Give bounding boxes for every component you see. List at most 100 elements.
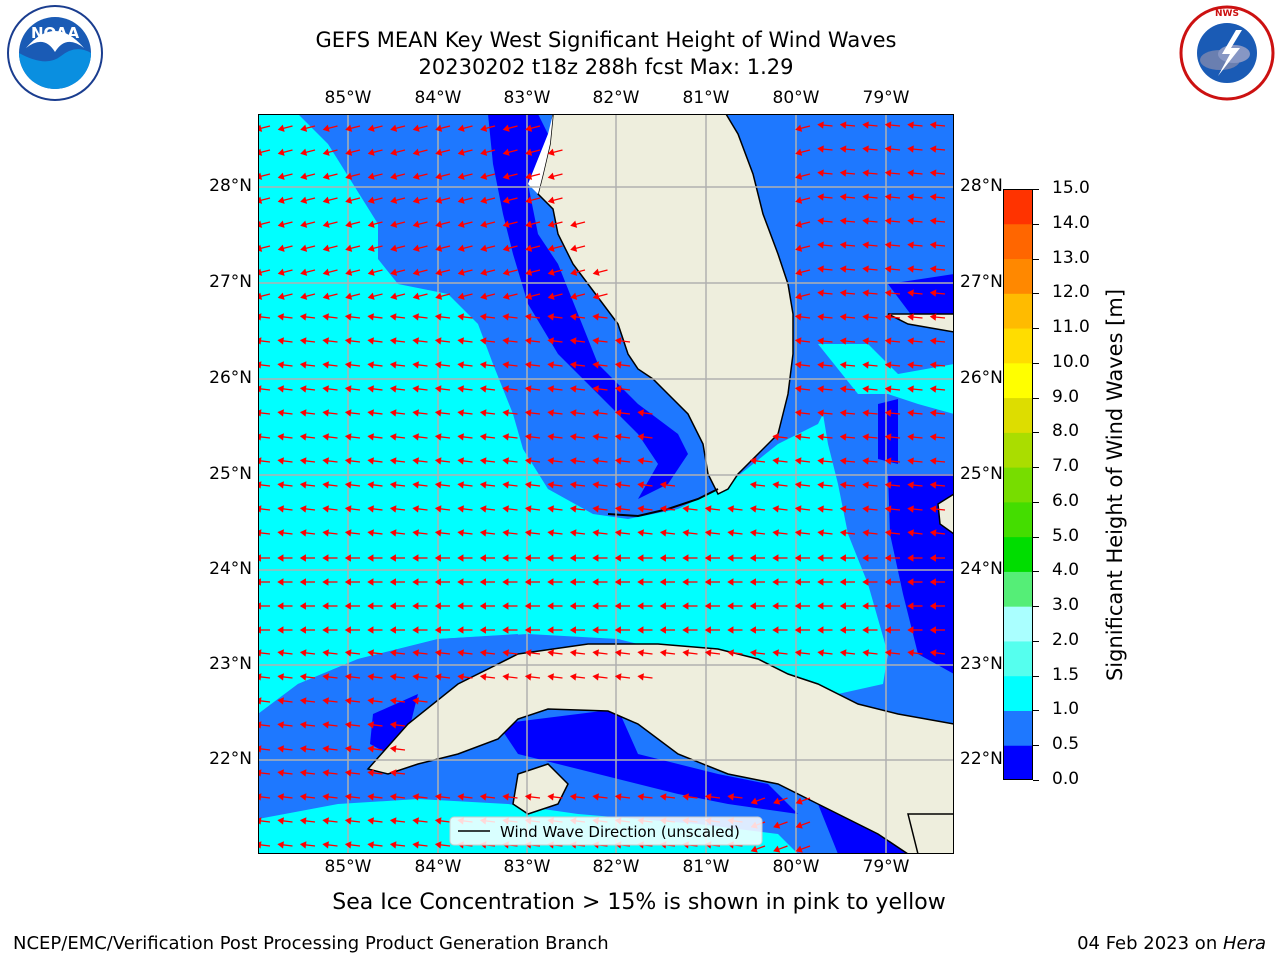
wind-wave-arrowhead [344, 769, 352, 777]
wind-wave-arrowhead [524, 337, 532, 345]
wind-wave-arrowhead [794, 602, 801, 610]
wind-wave-arrowhead [907, 649, 914, 657]
wind-wave-arrowhead [480, 244, 488, 252]
wind-wave-arrowhead [884, 529, 892, 537]
wind-wave-arrowhead [258, 841, 262, 849]
wind-wave-arrowhead [839, 626, 846, 634]
wind-wave-arrowhead [569, 505, 577, 513]
wind-wave-arrowhead [389, 673, 397, 681]
wind-wave-arrowhead [412, 361, 419, 369]
wind-wave-arrowhead [929, 289, 937, 297]
wind-wave-arrowhead [412, 817, 419, 825]
colorbar-tick-label: 9.0 [1052, 386, 1080, 407]
wind-wave-arrowhead [344, 433, 352, 441]
wind-wave-arrowhead [862, 313, 869, 321]
colorbar-tick-label: 6.0 [1052, 490, 1080, 511]
wind-wave-arrowhead [435, 292, 443, 300]
wind-wave-arrowhead [704, 529, 712, 537]
wind-wave-arrowhead [457, 505, 464, 513]
wind-wave-arrowhead [547, 313, 554, 321]
wind-wave-arrowhead [749, 505, 757, 513]
colorbar-tick-mark [1033, 571, 1039, 573]
wind-wave-arrowhead [367, 697, 374, 705]
wind-wave-arrowhead [614, 433, 622, 441]
wind-wave-arrowhead [434, 361, 442, 369]
wind-wave-arrowhead [367, 841, 374, 849]
wind-wave-arrowhead [299, 817, 307, 825]
land-cuba [366, 643, 954, 854]
svg-text:NWS: NWS [1215, 9, 1239, 19]
sea-ice-note: Sea Ice Concentration > 15% is shown in … [332, 890, 946, 915]
wind-wave-arrowhead [637, 649, 644, 657]
wind-wave-arrowhead [637, 602, 644, 610]
wind-wave-arrowhead [412, 244, 420, 252]
wind-wave-arrowhead [907, 626, 914, 634]
lon-tick-top: 81°W [682, 88, 730, 108]
wind-wave-arrowhead [389, 554, 396, 562]
colorbar-tick-label: 8.0 [1052, 421, 1080, 442]
wind-wave-arrowhead [434, 481, 442, 489]
wind-wave-arrowhead [592, 409, 599, 417]
wind-wave-arrowhead [525, 292, 533, 300]
colorbar-tick-mark [1033, 397, 1039, 399]
wind-wave-arrowhead [839, 505, 847, 513]
wind-wave-arrowhead [884, 289, 892, 297]
wind-wave-arrowhead [390, 148, 398, 156]
wind-wave-arrowhead [592, 268, 600, 276]
wind-wave-arrowhead [258, 337, 262, 345]
wind-wave-arrowhead [434, 505, 442, 513]
lat-tick-left: 22°N [209, 749, 252, 769]
wind-wave-arrowhead [794, 481, 802, 489]
wind-wave-arrowhead [367, 529, 374, 537]
colorbar-tick-mark [1033, 328, 1039, 330]
wind-wave-arrowhead [839, 361, 847, 369]
wind-wave-arrowhead [569, 578, 576, 586]
wind-wave-arrowhead [907, 385, 914, 393]
wind-wave-arrowhead [592, 361, 599, 369]
wind-wave-arrowhead [637, 554, 644, 562]
wind-wave-arrowhead [412, 148, 420, 156]
wind-wave-arrowhead [344, 817, 352, 825]
wind-wave-arrowhead [277, 433, 284, 441]
wind-wave-arrowhead [794, 578, 801, 586]
colorbar-segment [1003, 293, 1033, 329]
wind-wave-arrowhead [300, 244, 308, 252]
colorbar-tick-label: 13.0 [1052, 247, 1090, 268]
wind-wave-arrowhead [502, 124, 510, 132]
wind-wave-arrowhead [299, 626, 306, 634]
wind-wave-arrowhead [794, 337, 802, 345]
wind-wave-arrowhead [300, 148, 308, 156]
wind-wave-arrowhead [907, 361, 914, 369]
wind-wave-arrowhead [479, 337, 487, 345]
wind-wave-arrowhead [457, 793, 464, 801]
wind-wave-arrowhead [258, 578, 261, 586]
wind-wave-arrowhead [389, 793, 397, 801]
wind-wave-arrowhead [412, 697, 419, 705]
wind-wave-arrowhead [839, 457, 847, 465]
wind-wave-arrowhead [750, 797, 758, 805]
wind-wave-arrowhead [637, 481, 644, 489]
wind-wave-arrowhead [299, 409, 307, 417]
wind-wave-arrowhead [817, 649, 824, 657]
wind-wave-arrowhead [412, 292, 420, 300]
wind-wave-arrowhead [907, 121, 914, 129]
wind-wave-arrowhead [929, 649, 937, 657]
wind-wave-arrowhead [749, 457, 757, 465]
colorbar-tick-label: 11.0 [1052, 317, 1090, 338]
wind-wave-arrowhead [659, 529, 667, 537]
wind-wave-arrowhead [277, 673, 284, 681]
wind-wave-arrowhead [907, 217, 914, 225]
colorbar-tick-label: 5.0 [1052, 525, 1080, 546]
wind-wave-arrowhead [862, 385, 869, 393]
wind-wave-arrowhead [277, 529, 284, 537]
wind-wave-arrowhead [772, 649, 779, 657]
wind-wave-arrowhead [929, 554, 936, 562]
wind-wave-arrowhead [389, 433, 397, 441]
colorbar-segment [1003, 640, 1033, 677]
colorbar-segment [1003, 501, 1033, 538]
wave-band-medium-sw [258, 634, 518, 774]
wind-wave-arrowhead [434, 409, 442, 417]
colorbar-tick-mark [1033, 467, 1039, 469]
wind-wave-arrowhead [862, 169, 869, 177]
wind-wave-arrowhead [277, 554, 284, 562]
